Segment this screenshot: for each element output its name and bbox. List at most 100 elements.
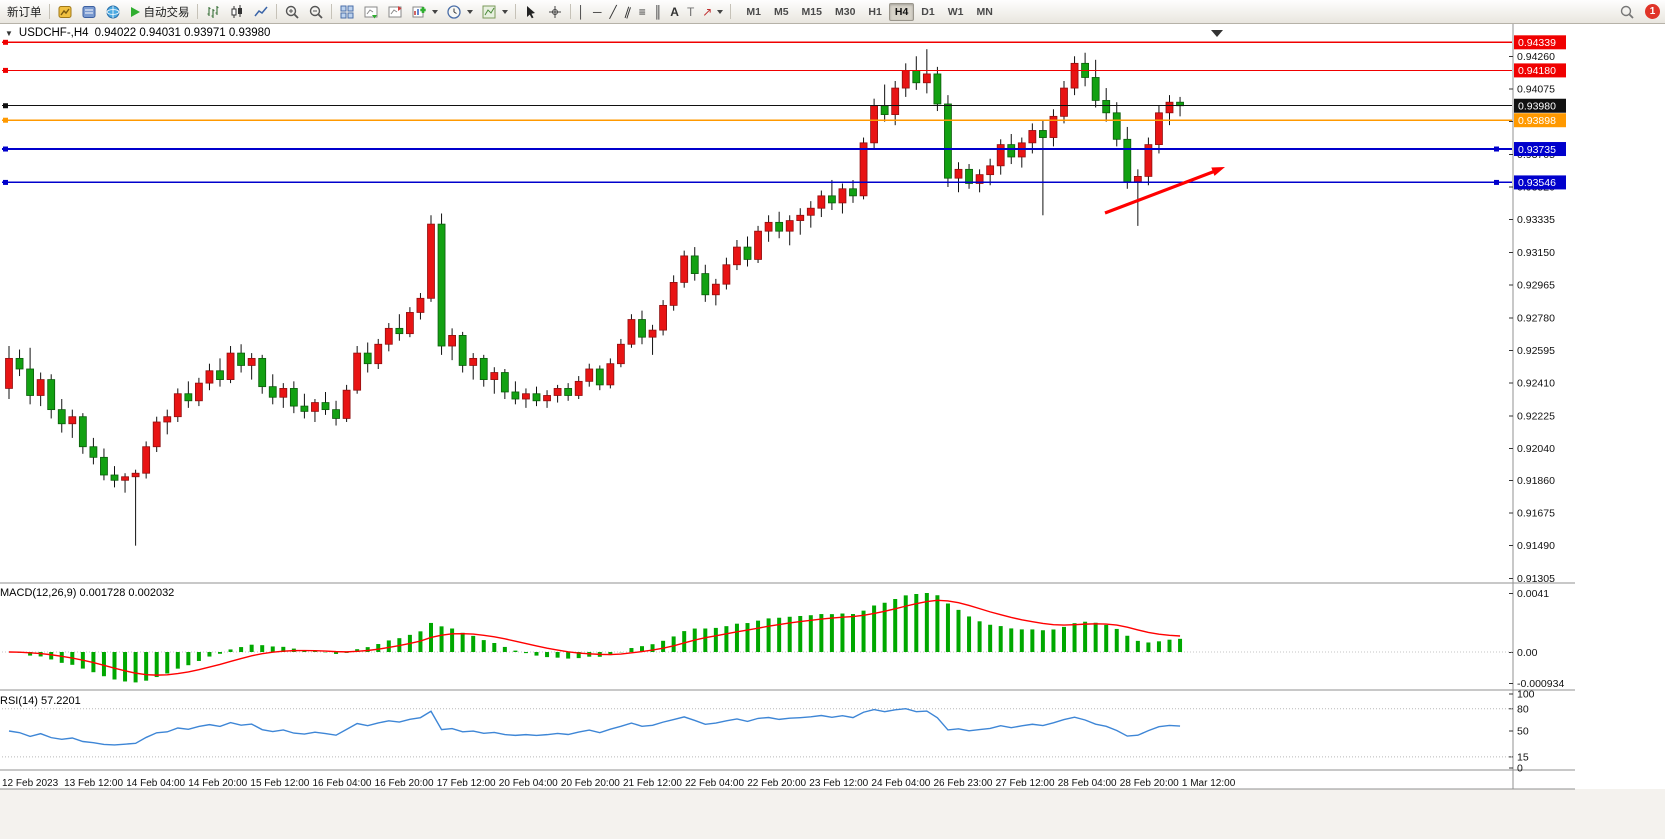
svg-text:100: 100 [1517,689,1535,701]
autotrading-button[interactable]: 自动交易 [125,1,194,23]
svg-text:-0.000934: -0.000934 [1517,678,1564,690]
line-chart-button[interactable] [249,1,273,23]
svg-text:20 Feb 04:00: 20 Feb 04:00 [499,778,558,789]
label-icon: T [686,4,695,19]
main-toolbar: 新订单 自动交易 [0,0,1665,24]
macd-histogram [17,593,1183,683]
trend-arrow[interactable] [1104,167,1225,215]
svg-text:0.92225: 0.92225 [1517,410,1555,422]
candlestick-chart-icon [231,4,242,18]
clock-icon [446,4,461,19]
market-watch-icon [58,5,71,18]
horizontal-line-0.94339[interactable]: 0.94339 [2,35,1566,50]
chart-shift-icon [388,5,401,17]
chart-symbol-period: USDCHF-,H4 [18,27,89,39]
cycle-lines-icon: ║ [653,4,663,19]
bar-chart-button[interactable] [201,1,225,23]
svg-text:0.93150: 0.93150 [1517,247,1555,259]
time-axis[interactable]: 12 Feb 2023 13 Feb 12:00 14 Feb 04:00 14 Fe… [2,778,1236,789]
timeframe-button-d1[interactable]: D1 [921,5,935,18]
rsi-name: RSI(14) [0,695,38,707]
chevron-down-icon [466,9,473,14]
timeframe-button-w1[interactable]: W1 [947,5,964,18]
horizontal-line-0.94180[interactable]: 0.94180 [2,63,1566,78]
price-axis[interactable]: 0.942600.940750.938900.937050.935200.933… [1509,51,1564,775]
candlestick-series [5,49,1184,546]
chart-collapse-icon[interactable]: ▼ [5,28,13,38]
periods-button[interactable] [442,1,477,23]
svg-text:15: 15 [1517,751,1529,763]
auto-scroll-button[interactable] [359,1,383,23]
terminal-button[interactable] [101,1,125,23]
tile-windows-icon [340,5,353,18]
vertical-line-tool-button[interactable]: │ [574,1,590,23]
arrow-objects-button[interactable]: ↗ [698,1,727,23]
window-separators [0,23,1575,790]
templates-button[interactable] [477,1,512,23]
chevron-down-icon [501,9,508,14]
chart-shift-button[interactable] [383,1,407,23]
current-price-line[interactable]: 0.93980 [2,98,1566,113]
svg-text:0.93898: 0.93898 [1518,115,1556,127]
label-tool-button[interactable]: T [683,1,698,23]
svg-text:0.93980: 0.93980 [1518,101,1556,113]
horizontal-line-tool-button[interactable]: ─ [589,1,606,23]
svg-text:0.91490: 0.91490 [1517,540,1555,552]
timeframe-button-m30[interactable]: M30 [834,5,856,18]
svg-text:26 Feb 23:00: 26 Feb 23:00 [934,778,993,789]
cursor-icon [526,5,535,18]
svg-text:28 Feb 04:00: 28 Feb 04:00 [1058,778,1117,789]
search-icon[interactable] [1619,4,1635,20]
separator [730,4,732,19]
svg-text:16 Feb 20:00: 16 Feb 20:00 [375,778,434,789]
text-tool-button[interactable]: A [666,1,683,23]
notification-badge[interactable]: 1 [1645,4,1660,19]
timeframe-button-h4[interactable]: H4 [888,2,915,21]
svg-text:0.92410: 0.92410 [1517,378,1555,390]
navigator-icon [82,5,95,18]
svg-text:14 Feb 04:00: 14 Feb 04:00 [126,778,185,789]
svg-text:1 Mar 12:00: 1 Mar 12:00 [1182,778,1236,789]
horizontal-line-0.93546[interactable]: 0.93546 [2,175,1566,190]
navigator-button[interactable] [77,1,101,23]
cursor-button[interactable] [519,1,543,23]
svg-text:22 Feb 20:00: 22 Feb 20:00 [747,778,806,789]
cycle-lines-tool-button[interactable]: ║ [650,1,667,23]
trendline-tool-button[interactable]: ╱ [606,1,621,23]
svg-text:24 Feb 04:00: 24 Feb 04:00 [871,778,930,789]
macd-name: MACD(12,26,9) [0,587,77,599]
svg-text:0.94075: 0.94075 [1517,83,1555,95]
tile-windows-button[interactable] [335,1,359,23]
zoom-out-icon [309,5,323,19]
svg-text:16 Feb 04:00: 16 Feb 04:00 [313,778,372,789]
chevron-down-icon [717,9,724,14]
timeframe-button-h1[interactable]: H1 [868,5,882,18]
crosshair-button[interactable] [543,1,567,23]
candlestick-chart-button[interactable] [225,1,249,23]
macd-values: 0.001728 0.002032 [79,587,175,599]
timeframe-button-m15[interactable]: M15 [801,5,822,18]
horizontal-line-0.93735[interactable]: 0.93735 [2,142,1566,157]
horizontal-line-0.93898[interactable]: 0.93898 [2,113,1566,128]
timeframe-button-m1[interactable]: M1 [746,5,761,18]
rsi-line [8,708,1181,746]
timeframe-button-m5[interactable]: M5 [773,5,789,18]
svg-text:0.92040: 0.92040 [1517,443,1555,455]
chart-ohlc-values: 0.94022 0.94031 0.93971 0.93980 [94,27,271,39]
zoom-out-button[interactable] [304,1,328,23]
horizontal-line-icon: ─ [593,4,602,19]
chart-shift-marker[interactable] [1211,30,1223,37]
svg-text:0.91860: 0.91860 [1517,475,1555,487]
zoom-in-button[interactable] [280,1,304,23]
separator [514,4,516,19]
arrow-objects-icon: ↗ [702,4,713,19]
market-watch-button[interactable] [53,1,77,23]
fibonacci-tool-button[interactable]: ≡ [635,1,650,23]
timeframe-button-mn[interactable]: MN [976,5,993,18]
new-order-button[interactable]: 新订单 [3,1,46,23]
channel-tool-button[interactable]: ∥ [621,1,635,23]
indicators-button[interactable] [407,1,442,23]
svg-text:0.92595: 0.92595 [1517,345,1555,357]
chevron-down-icon [431,9,438,14]
